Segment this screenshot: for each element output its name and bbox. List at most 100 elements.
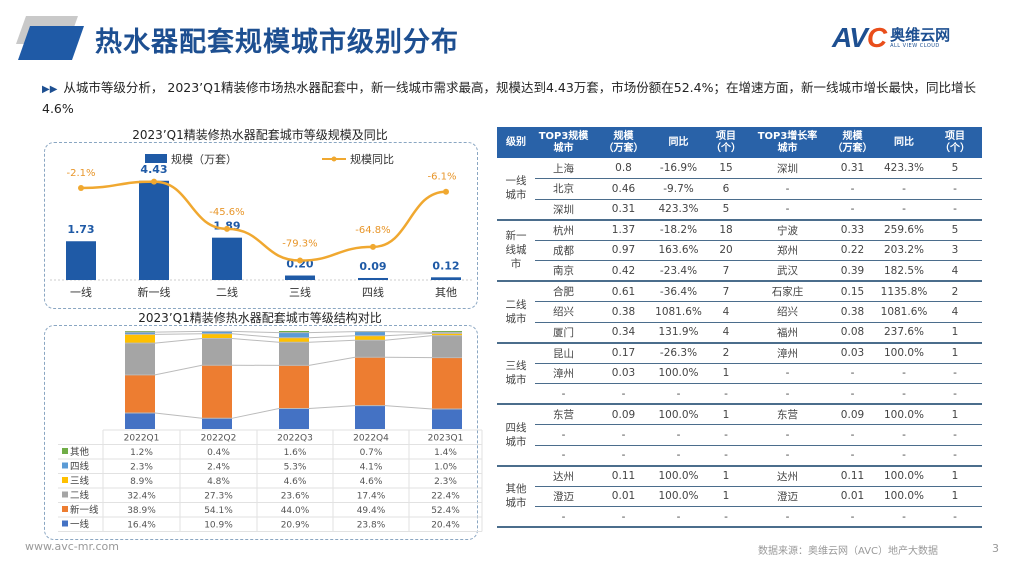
table-cell: 2.3% [434,477,457,487]
table-cell: 49.4% [357,506,386,516]
table-cell: 1 [928,322,982,344]
chart1-title: 2023’Q1精装修热水器配套城市等级规模及同比 [132,128,388,142]
table-cell: 1 [928,465,982,487]
table-header-cell: 同比 [880,127,928,158]
table-cell: - [825,383,880,405]
table-cell: 0.01 [592,486,655,507]
table-cell: 0.03 [825,342,880,364]
category-label: 三线 [289,285,311,299]
table-cell: 4 [928,301,982,323]
table-col-header: 2022Q2 [201,434,237,444]
table-cell: 东营 [750,404,825,425]
table-row: -------- [497,424,982,446]
table-cell: - [655,424,702,446]
table-cell: - [880,506,928,528]
table-cell: 0.31 [592,199,655,221]
summary-content: 从城市等级分析， 2023’Q1精装修市场热水器配套中，新一线城市需求最高，规模… [42,80,976,116]
segment-四线-2022Q4 [355,331,385,336]
table-cell: 38.9% [127,506,156,516]
segment-新一线-2022Q3 [279,365,309,409]
table-cell: 0.39 [825,260,880,282]
table-cell: 澄迈 [535,486,592,507]
table-cell: 0.61 [592,281,655,302]
table-cell: 0.03 [592,363,655,384]
table-cell: - [880,445,928,467]
table-cell: 1 [702,363,750,384]
table-cell: - [750,506,825,528]
table-header-cell: TOP3规模 城市 [535,127,592,158]
table-cell: 2.3% [130,463,153,473]
table-cell: 宁波 [750,219,825,241]
table-cell: - [702,424,750,446]
table-cell: 0.97 [592,240,655,261]
table-row: -------- [497,506,982,528]
yoy-point [297,257,303,264]
table-cell: 0.11 [592,465,655,487]
table-cell: 4.6% [360,477,383,487]
table-cell: 0.33 [825,219,880,241]
table-cell: 100.0% [655,465,702,487]
table-cell: 0.15 [825,281,880,302]
table-cell: 石家庄 [750,281,825,302]
table-cell: 20.4% [431,521,460,531]
table-header: 级别 TOP3规模 城市 规模 （万套） 同比 项目 （个） TOP3增长率 城市 规模 （… [497,127,982,158]
footer-url[interactable]: www.avc-mr.com [25,540,119,553]
table-cell: 福州 [750,322,825,344]
legend-bar-label: 规模（万套） [171,152,237,166]
table-cell: - [825,199,880,221]
table-cell: - [750,445,825,467]
title-decoration-icon [16,16,84,60]
category-label: 四线 [362,285,384,299]
table-cell: 东营 [535,404,592,425]
segment-新一线-2022Q4 [355,357,385,406]
segment-其他-2022Q3 [279,331,309,333]
table-cell: 20 [702,240,750,261]
table-cell: 5 [928,219,982,241]
legend-line-label: 规模同比 [350,152,394,166]
table-header-cell: 级别 [497,127,535,158]
table-cell: 1 [928,404,982,425]
legend-line-marker [331,156,337,162]
chart1-frame [44,142,478,309]
series-connector [125,356,462,376]
table-cell: 1 [928,342,982,364]
table-cell: 厦门 [535,322,592,344]
table-cell: 郑州 [750,240,825,261]
table-cell: - [592,445,655,467]
segment-四线-2022Q2 [202,331,232,334]
segment-三线-2022Q1 [125,334,155,344]
table-cell: - [928,199,982,221]
legend-label: 一线 [70,519,90,531]
yoy-label: -6.1% [427,172,456,183]
table-cell: - [592,506,655,528]
table-cell: 0.8 [592,158,655,179]
table-cell: - [880,199,928,221]
table-cell: 0.17 [592,342,655,364]
table-cell: - [928,178,982,200]
level-cell: 一线 城市 [497,158,535,221]
table-cell: 100.0% [655,486,702,507]
segment-新一线-2023Q1 [432,357,462,409]
table-cell: 3 [928,240,982,261]
yoy-label: -79.3% [282,239,317,250]
table-cell: - [535,506,592,528]
table-cell: 1 [928,486,982,507]
table-cell: 绍兴 [535,301,592,323]
table-cell: - [702,506,750,528]
table-row: 南京 0.42 -23.4% 7 武汉 0.39 182.5% 4 [497,260,982,282]
table-cell: - [535,424,592,446]
segment-一线-2022Q1 [125,412,155,429]
page-title: 热水器配套规模城市级别分布 [95,27,459,58]
category-label: 其他 [435,286,457,299]
table-cell: - [928,445,982,467]
table-cell: 1 [702,486,750,507]
table-row: -------- [497,445,982,467]
table-cell: - [750,383,825,405]
table-cell: 5 [928,158,982,179]
bar-label: 0.09 [359,260,386,273]
legend-swatch-其他 [62,448,68,454]
category-label: 一线 [70,285,92,299]
segment-三线-2022Q3 [279,337,309,343]
table-cell: - [535,445,592,467]
table-cell: - [750,363,825,384]
